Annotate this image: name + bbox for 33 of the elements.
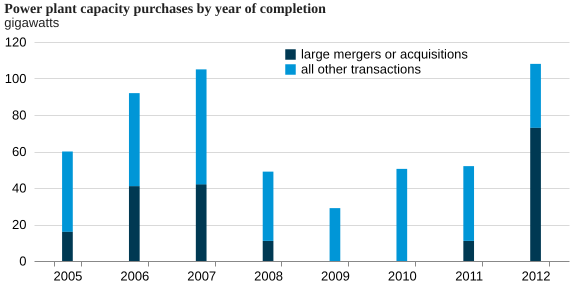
bar — [262, 172, 274, 241]
x-tick-label: 2009 — [320, 268, 350, 284]
bar — [463, 240, 474, 261]
chart-title: Power plant capacity purchases by year of completion — [4, 2, 326, 17]
legend-label: large mergers or acquisitions — [301, 46, 468, 62]
x-tick-label: 2008 — [254, 268, 284, 284]
y-tick-label: 0 — [19, 254, 26, 268]
x-tick-label: 2007 — [187, 268, 216, 284]
x-tick-label: 2005 — [53, 268, 82, 284]
y-tick-label: 100 — [4, 71, 26, 86]
bar — [62, 152, 73, 232]
legend-label: all other transactions — [301, 62, 422, 76]
bar — [330, 208, 340, 261]
y-tick-label: 20 — [12, 217, 26, 232]
y-tick-label: 60 — [12, 144, 26, 159]
chart-subtitle: gigawatts — [4, 15, 60, 30]
x-tick-label: 2011 — [455, 268, 484, 284]
y-tick-label: 120 — [4, 34, 26, 50]
bar — [196, 184, 207, 261]
bar — [396, 168, 408, 261]
bar — [530, 64, 541, 128]
bar — [196, 69, 207, 184]
y-tick-label: 80 — [12, 108, 26, 122]
bar — [128, 93, 140, 186]
bar — [530, 128, 541, 261]
x-tick-label: 2012 — [522, 268, 551, 284]
bar — [128, 186, 140, 261]
x-tick-label: 2006 — [120, 268, 150, 284]
x-tick-label: 2010 — [388, 268, 417, 284]
bar — [262, 240, 274, 261]
bar — [463, 166, 474, 241]
bar — [62, 232, 73, 261]
y-tick-label: 40 — [12, 180, 26, 196]
